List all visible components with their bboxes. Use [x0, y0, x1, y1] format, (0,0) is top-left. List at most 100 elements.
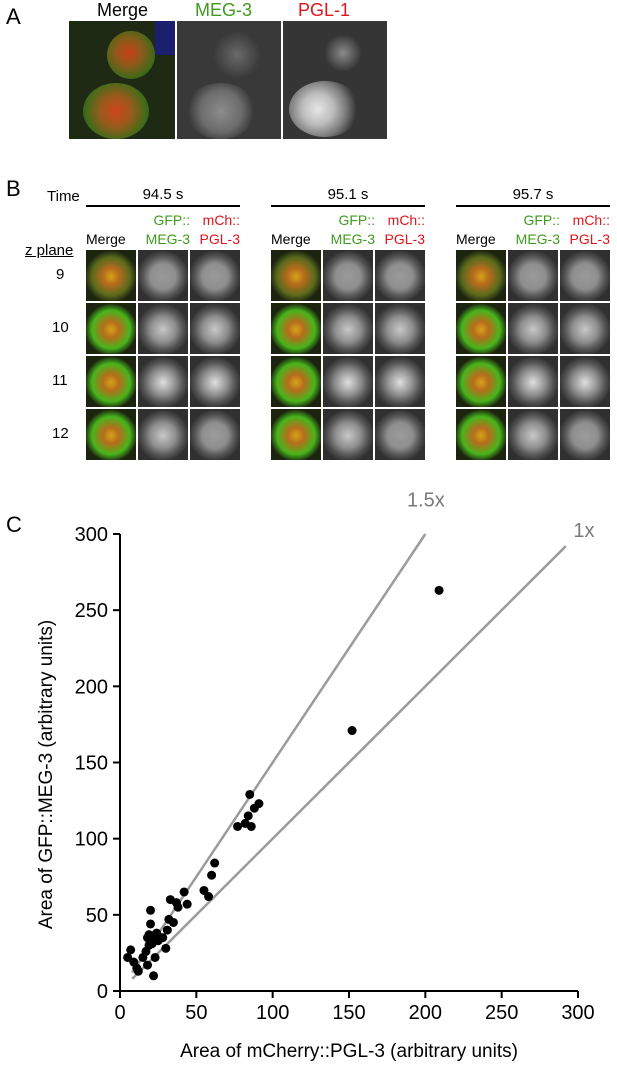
y-tick-label: 250: [75, 600, 108, 622]
y-axis-title: Area of GFP::MEG-3 (arbitrary units): [36, 620, 57, 929]
time-label: Time: [47, 188, 80, 205]
channel-header-mch: mCh::: [572, 212, 610, 228]
data-point: [204, 892, 214, 902]
channel-header-meg3: MEG-3: [515, 231, 560, 247]
channel-header-merge: Merge: [86, 231, 126, 247]
panel-c-label: C: [6, 512, 22, 537]
panel-a-merge-image: [69, 21, 175, 139]
data-point: [347, 726, 357, 736]
merge-micrograph: [86, 250, 136, 301]
reference-line: [131, 533, 427, 974]
data-point: [246, 821, 256, 831]
channel-header-meg3: MEG-3: [145, 231, 190, 247]
pgl3-micrograph: [375, 409, 425, 460]
time-underline: [456, 205, 610, 207]
meg3-micrograph: [508, 409, 558, 460]
panel-a-header-pgl1: PGL-1: [298, 0, 351, 20]
channel-header-gfp: GFP::: [153, 212, 190, 228]
time-underline: [86, 205, 240, 207]
y-tick-label: 50: [86, 905, 108, 927]
merge-micrograph: [86, 356, 136, 407]
meg3-micrograph: [138, 250, 188, 301]
z-plane-label: z plane: [25, 242, 74, 259]
channel-header-gfp: GFP::: [523, 212, 560, 228]
y-tick-label: 200: [75, 676, 108, 698]
pgl3-micrograph: [560, 409, 610, 460]
x-tick-label: 250: [485, 1002, 518, 1024]
data-point: [168, 917, 178, 927]
y-tick-label: 0: [97, 981, 108, 1003]
pgl3-micrograph: [560, 303, 610, 354]
y-tick-label: 100: [75, 829, 108, 851]
z-plane-number: 10: [52, 319, 69, 336]
pgl3-micrograph: [560, 250, 610, 301]
channel-header-meg3: MEG-3: [330, 231, 375, 247]
data-point: [243, 811, 253, 821]
channel-header-pgl3: PGL-3: [384, 231, 425, 247]
meg3-micrograph: [508, 303, 558, 354]
x-tick-label: 150: [332, 1002, 365, 1024]
x-axis-title: Area of mCherry::PGL-3 (arbitrary units): [180, 1041, 518, 1062]
data-point: [162, 925, 172, 935]
merge-micrograph: [86, 409, 136, 460]
merge-micrograph: [456, 356, 506, 407]
panel-a-pgl1-image: [283, 21, 387, 139]
panel-b-label: B: [6, 176, 21, 201]
y-tick-label: 300: [75, 524, 108, 546]
z-plane-number: 11: [52, 372, 68, 389]
data-point: [207, 870, 217, 880]
meg3-micrograph: [323, 409, 373, 460]
channel-header-pgl3: PGL-3: [199, 231, 240, 247]
panel-a-header-merge: Merge: [97, 0, 149, 20]
merge-micrograph: [271, 409, 321, 460]
pgl3-micrograph: [190, 356, 240, 407]
pgl3-micrograph: [190, 303, 240, 354]
data-point: [133, 966, 143, 976]
merge-micrograph: [456, 409, 506, 460]
data-point: [146, 905, 156, 915]
panel-a-header-meg3: MEG-3: [195, 0, 253, 20]
pgl3-micrograph: [375, 303, 425, 354]
meg3-micrograph: [323, 303, 373, 354]
merge-micrograph: [271, 303, 321, 354]
meg3-micrograph: [508, 356, 558, 407]
merge-micrograph: [271, 250, 321, 301]
channel-header-gfp: GFP::: [338, 212, 375, 228]
z-plane-number: 12: [52, 425, 69, 442]
data-point: [179, 887, 189, 897]
data-point: [150, 952, 160, 962]
merge-micrograph: [456, 250, 506, 301]
channel-header-pgl3: PGL-3: [569, 231, 610, 247]
data-point: [173, 902, 183, 912]
channel-header-merge: Merge: [456, 231, 496, 247]
time-value: 95.7 s: [512, 186, 554, 203]
meg3-micrograph: [138, 409, 188, 460]
reference-line-label: 1.5x: [407, 490, 445, 512]
data-point: [233, 821, 243, 831]
data-point: [152, 928, 162, 938]
data-point: [146, 919, 156, 929]
panel-a-label: A: [6, 4, 21, 29]
channel-header-merge: Merge: [271, 231, 311, 247]
data-point: [210, 858, 220, 868]
panel-a-meg3-image: [177, 21, 281, 139]
x-tick-label: 0: [114, 1002, 125, 1024]
pgl3-micrograph: [375, 356, 425, 407]
data-point: [142, 960, 152, 970]
meg3-micrograph: [508, 250, 558, 301]
data-point: [245, 789, 255, 799]
meg3-micrograph: [323, 250, 373, 301]
merge-micrograph: [271, 356, 321, 407]
reference-line: [131, 545, 567, 980]
data-point: [158, 933, 168, 943]
time-value: 94.5 s: [142, 186, 184, 203]
x-tick-label: 200: [409, 1002, 442, 1024]
z-plane-number: 9: [56, 266, 65, 283]
channel-header-mch: mCh::: [387, 212, 425, 228]
merge-micrograph: [86, 303, 136, 354]
data-point: [161, 943, 171, 953]
data-point: [149, 971, 159, 981]
channel-header-mch: mCh::: [202, 212, 240, 228]
merge-micrograph: [456, 303, 506, 354]
x-tick-label: 300: [561, 1002, 594, 1024]
